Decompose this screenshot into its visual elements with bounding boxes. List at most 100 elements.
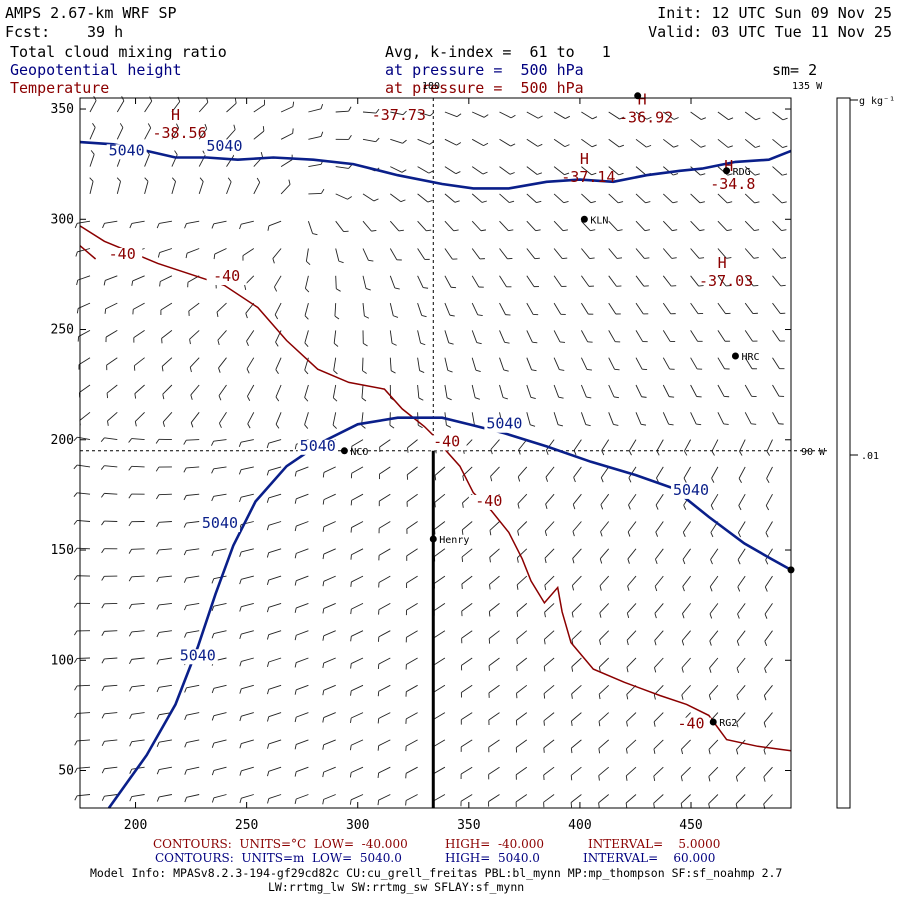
wind-barb	[708, 794, 719, 804]
wind-barb	[499, 275, 507, 288]
temperature-contour	[79, 245, 97, 260]
wind-barb-flag	[107, 420, 109, 426]
wind-barb	[307, 221, 313, 234]
wind-barb	[77, 436, 91, 441]
wind-barb-flag	[183, 467, 187, 473]
wind-barb-flag	[628, 450, 632, 456]
wind-barb	[378, 630, 391, 638]
wind-barb	[407, 439, 418, 449]
wind-barb-flag	[348, 106, 352, 112]
high-center-value: -37.14	[561, 168, 615, 186]
wind-barb	[351, 602, 364, 610]
wind-barb	[682, 548, 691, 560]
wind-barb	[159, 739, 172, 743]
wind-barb	[350, 794, 364, 801]
wind-barb	[241, 712, 254, 717]
wind-barb-flag	[211, 797, 215, 803]
wind-barb-flag	[116, 177, 121, 182]
wind-barb-flag	[598, 748, 601, 754]
wind-barb	[378, 548, 391, 556]
wind-barb	[161, 357, 173, 367]
wind-barb-flag	[320, 103, 324, 110]
wind-barb	[682, 575, 691, 587]
wind-barb-flag	[476, 342, 482, 345]
wind-barb-flag	[600, 504, 604, 510]
wind-barb	[654, 575, 664, 587]
wind-barb-flag	[347, 196, 352, 200]
wind-barb-flag	[266, 579, 270, 585]
wind-barb	[323, 493, 336, 501]
wind-barb-flag	[156, 549, 160, 555]
wind-barb	[171, 181, 176, 195]
wind-barb	[653, 684, 664, 695]
wind-barb	[434, 466, 446, 476]
wind-barb	[580, 357, 588, 370]
station-dot	[731, 352, 739, 360]
wind-barb-flag	[102, 223, 105, 229]
wind-barb-flag	[90, 150, 95, 155]
wind-barb-flag	[726, 257, 732, 259]
wind-barb-flag	[653, 721, 656, 727]
field-geopotential: Geopotential height	[10, 61, 182, 79]
wind-barb-flag	[572, 531, 575, 537]
wind-barb	[159, 220, 172, 224]
wind-barb-flag	[447, 369, 453, 373]
wind-barb-flag	[128, 549, 132, 554]
wind-barb	[499, 166, 511, 175]
wind-barb	[765, 521, 773, 533]
wind-barb	[308, 108, 322, 113]
wind-barb	[186, 766, 200, 771]
wind-barb	[444, 275, 452, 288]
wind-barb	[160, 302, 173, 311]
wind-barb	[544, 575, 555, 586]
wind-barb	[186, 794, 200, 798]
wind-barb	[433, 684, 446, 693]
wind-barb-flag	[100, 437, 105, 442]
wind-barb	[581, 248, 591, 259]
wind-barb	[600, 493, 610, 505]
wind-barb-flag	[763, 776, 766, 782]
wind-barb	[275, 357, 282, 370]
wind-barb	[764, 575, 773, 588]
wind-barb	[736, 657, 746, 669]
wind-barb-flag	[700, 145, 706, 148]
wind-barb-flag	[101, 713, 105, 719]
wind-barb-flag	[655, 531, 659, 537]
wind-barb	[553, 248, 563, 259]
wind-barb-flag	[322, 472, 325, 478]
lon-135w-label: 135 W	[792, 81, 823, 92]
wind-barb-flag	[543, 693, 546, 699]
wind-barb	[296, 794, 309, 800]
wind-barb-flag	[516, 584, 519, 590]
wind-barb	[717, 412, 725, 425]
wind-barb-flag	[350, 717, 352, 724]
high-center-marker: H	[171, 106, 180, 124]
wind-barb-flag	[333, 370, 338, 375]
wind-barb	[434, 548, 446, 557]
wind-barb-flag	[627, 558, 630, 564]
wind-barb-flag	[101, 795, 105, 801]
wind-barb	[417, 275, 424, 288]
wind-barb-flag	[294, 717, 297, 723]
wind-barb-flag	[570, 775, 573, 781]
wind-barb	[304, 412, 309, 425]
wind-barb-flag	[516, 611, 519, 617]
wind-barb	[635, 330, 644, 342]
wind-barb	[362, 220, 372, 232]
wind-barb	[515, 794, 528, 803]
wind-barb-flag	[682, 613, 685, 619]
wind-barb-flag	[294, 471, 297, 477]
wind-barb-flag	[571, 720, 573, 727]
wind-barb	[626, 657, 637, 668]
wind-barb	[581, 138, 593, 148]
wind-barb-flag	[211, 770, 215, 776]
footer-height-contours: CONTOURS: UNITS=m LOW= 5040.0	[155, 851, 402, 865]
height-contour	[107, 416, 792, 809]
wind-barb-flag	[543, 666, 546, 672]
wind-barb	[351, 630, 364, 637]
wind-barb-flag	[711, 450, 715, 456]
wind-barb	[144, 127, 152, 140]
wind-barb-flag	[338, 260, 344, 264]
station-label: RDG	[733, 167, 751, 178]
wind-barb	[350, 739, 364, 746]
